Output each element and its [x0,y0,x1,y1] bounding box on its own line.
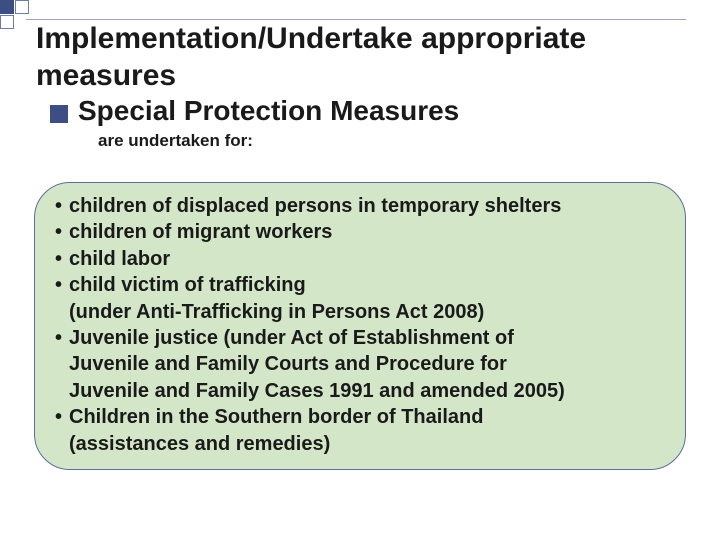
slide-content: Implementation/Undertake appropriate mea… [36,22,708,151]
item-text: Children in the Southern border of Thail… [69,404,665,430]
list-item: • children of migrant workers [55,219,665,245]
list-item: • Children in the Southern border of Tha… [55,404,665,430]
item-subtext: Juvenile and Family Cases 1991 and amend… [69,378,665,404]
item-text: child labor [69,246,665,272]
list-item: • child victim of trafficking [55,272,665,298]
lead-text: are undertaken for: [98,131,708,151]
slide-title-line2: measures [36,59,708,94]
bullet-icon: • [55,219,69,245]
header-divider [26,19,686,20]
bullet-icon: • [55,272,69,298]
item-text: children of migrant workers [69,219,665,245]
content-box: • children of displaced persons in tempo… [34,182,686,470]
list-item: • child labor [55,246,665,272]
bullet-icon: • [55,193,69,219]
item-subtext: (under Anti-Trafficking in Persons Act 2… [69,299,665,325]
list-item: • Juvenile justice (under Act of Establi… [55,325,665,351]
item-text: child victim of trafficking [69,272,665,298]
item-subtext: Juvenile and Family Courts and Procedure… [69,351,665,377]
subtitle-row: Special Protection Measures [50,95,708,127]
bullet-icon: • [55,404,69,430]
bullet-icon: • [55,325,69,351]
item-subtext: (assistances and remedies) [69,431,665,457]
slide-title-line1: Implementation/Undertake appropriate [36,22,708,57]
bullet-icon: • [55,246,69,272]
subtitle-bullet-icon [50,105,68,123]
item-text: Juvenile justice (under Act of Establish… [69,325,665,351]
subtitle-text: Special Protection Measures [78,95,459,127]
corner-ornament [0,0,40,40]
item-text: children of displaced persons in tempora… [69,193,665,219]
list-item: • children of displaced persons in tempo… [55,193,665,219]
